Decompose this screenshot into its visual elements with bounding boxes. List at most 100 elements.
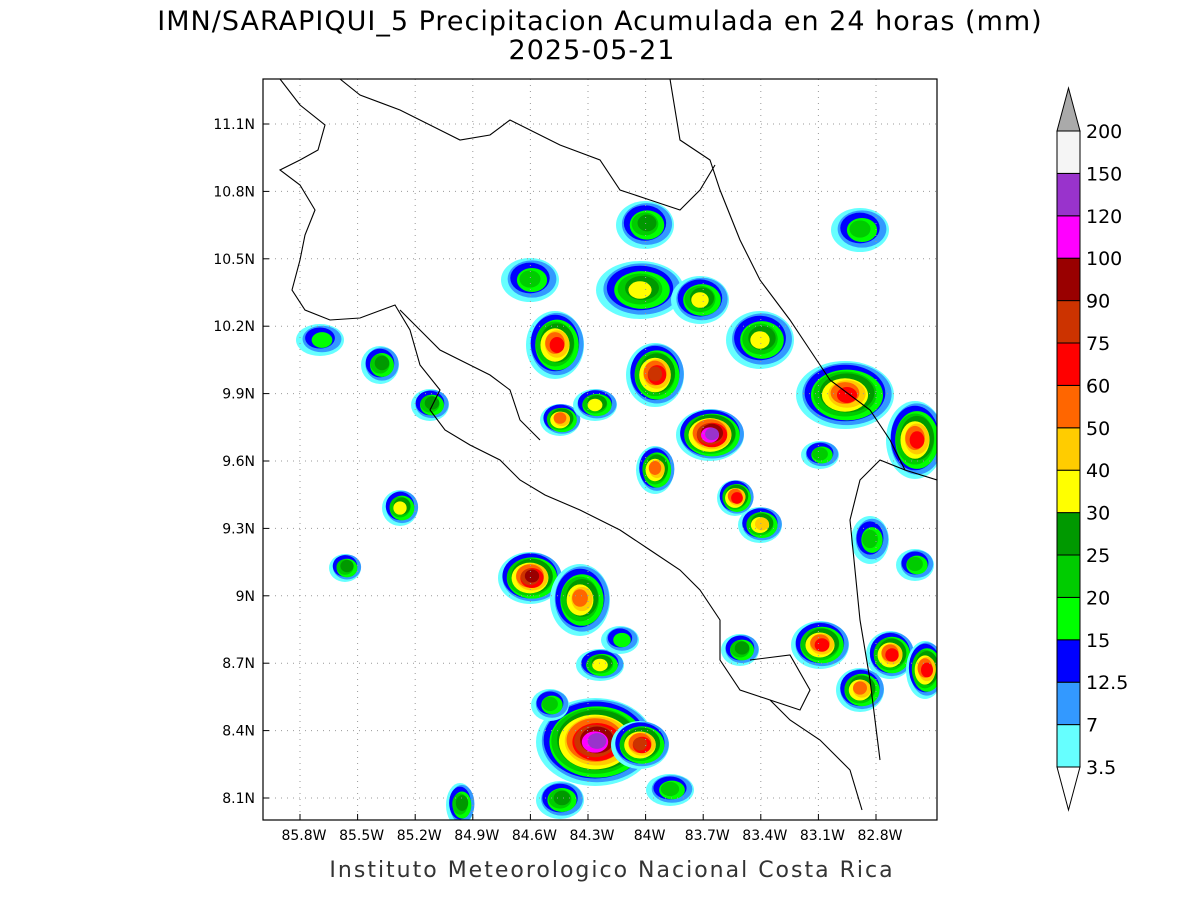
lat-tick-label: 11.1N [213, 117, 255, 133]
rain-contour [750, 331, 770, 349]
rain-contour [660, 781, 680, 797]
lon-tick-label: 85.2W [397, 828, 442, 844]
rain-contour [393, 501, 407, 515]
colorbar-under [1056, 766, 1081, 812]
colorbar-box [1056, 257, 1081, 302]
colorbar-label: 120 [1086, 206, 1122, 228]
colorbar-label: 7 [1086, 715, 1098, 737]
rain-contour [519, 270, 541, 288]
border [669, 79, 937, 481]
lon-tick-label: 84.3W [569, 828, 614, 844]
footer: Instituto Meteorologico Nacional Costa R… [329, 858, 894, 883]
colorbar-box [1056, 300, 1081, 344]
lat-tick-label: 8.7N [222, 656, 255, 672]
rain-contour [424, 396, 440, 410]
colorbar-box [1056, 469, 1081, 514]
rain-contour [455, 795, 469, 811]
lon-tick-label: 84.9W [454, 828, 499, 844]
rain-contour [592, 658, 608, 672]
rain-contour [340, 559, 354, 573]
colorbar-box [1056, 681, 1081, 726]
rain-contour [647, 366, 663, 382]
lat-tick-label: 8.4N [222, 724, 255, 740]
colorbar-box [1056, 554, 1081, 598]
rain-contour [553, 412, 567, 424]
colorbar-label: 25 [1086, 545, 1110, 567]
lon-tick-label: 85.5W [339, 828, 384, 844]
lon-tick-label: 85.8W [281, 828, 326, 844]
colorbar-box [1056, 596, 1081, 641]
rain-contour [853, 681, 867, 695]
lon-tick-label: 83.1W [800, 828, 845, 844]
colorbar-label: 50 [1086, 418, 1110, 440]
colorbar-box [1056, 342, 1081, 386]
colorbar-box [1056, 384, 1081, 429]
lat-tick-label: 9.3N [222, 521, 255, 537]
lon-tick-label: 84.6W [512, 828, 557, 844]
colorbar-label: 15 [1086, 630, 1110, 652]
lat-tick-label: 10.8N [213, 184, 255, 200]
colorbar-box [1056, 215, 1081, 259]
rain-contour [812, 447, 828, 461]
precipitation-field [296, 201, 937, 820]
border [849, 459, 906, 761]
rain-contour [920, 662, 934, 678]
rain-contour [632, 737, 648, 751]
colorbar-label: 75 [1086, 333, 1110, 355]
rain-contour [374, 355, 390, 371]
rain-contour [862, 529, 878, 549]
coastline [399, 309, 541, 441]
lat-tick-label: 10.2N [213, 319, 255, 335]
rain-contour [613, 632, 631, 648]
colorbar-label: 100 [1086, 248, 1122, 270]
colorbar-label: 200 [1086, 121, 1122, 143]
lat-tick-label: 9.9N [222, 387, 255, 403]
map-frame [262, 78, 938, 821]
rain-contour [907, 556, 923, 572]
rain-contour [731, 492, 743, 504]
colorbar-label: 60 [1086, 375, 1110, 397]
colorbar-box [1056, 724, 1081, 768]
grid: 11.1N 10.8N 10.5N 10.2N 9.9N 9.6N 9.3N 9N 8.7N 8.… [213, 79, 937, 844]
subtitle: 2025-05-21 [509, 35, 676, 66]
lon-tick-label: 83.7W [685, 828, 730, 844]
rain-contour [885, 648, 899, 662]
lat-tick-label: 10.5N [213, 252, 255, 268]
rain-contour [637, 214, 657, 232]
colorbar-box [1056, 427, 1081, 471]
lat-tick-label: 9N [236, 589, 255, 605]
colorbar-box [1056, 512, 1081, 556]
colorbar-box [1056, 639, 1081, 683]
coastline [749, 654, 811, 711]
colorbar-box [1056, 130, 1081, 174]
colorbar-label: 150 [1086, 163, 1122, 185]
rain-contour [628, 281, 652, 299]
rain-contour [814, 638, 830, 652]
rain-contour [705, 427, 719, 441]
coastline [278, 79, 863, 811]
rain-contour [542, 696, 558, 712]
lon-tick-label: 83.4W [742, 828, 787, 844]
coastline [339, 79, 716, 211]
rain-contour [755, 517, 769, 531]
rain-contour [549, 336, 565, 354]
rain-contour [909, 431, 925, 449]
colorbar-box [1056, 172, 1081, 217]
rain-contour [587, 733, 607, 749]
rain-contour [572, 589, 588, 607]
colorbar: 3.5 7 12.5 15 20 25 30 40 50 60 75 90 100 120 150 200 [1056, 86, 1128, 812]
rain-contour [849, 220, 871, 238]
colorbar-label: 12.5 [1086, 672, 1128, 694]
lat-tick-label: 9.6N [222, 454, 255, 470]
colorbar-over [1056, 86, 1081, 132]
lon-tick-label: 82.8W [857, 828, 902, 844]
rain-contour [734, 641, 750, 655]
rain-contour [311, 332, 333, 348]
rain-contour [836, 386, 858, 404]
lon-tick-label: 84W [634, 828, 666, 844]
colorbar-label: 3.5 [1086, 757, 1116, 779]
colorbar-label: 40 [1086, 460, 1110, 482]
rain-contour [553, 790, 571, 806]
